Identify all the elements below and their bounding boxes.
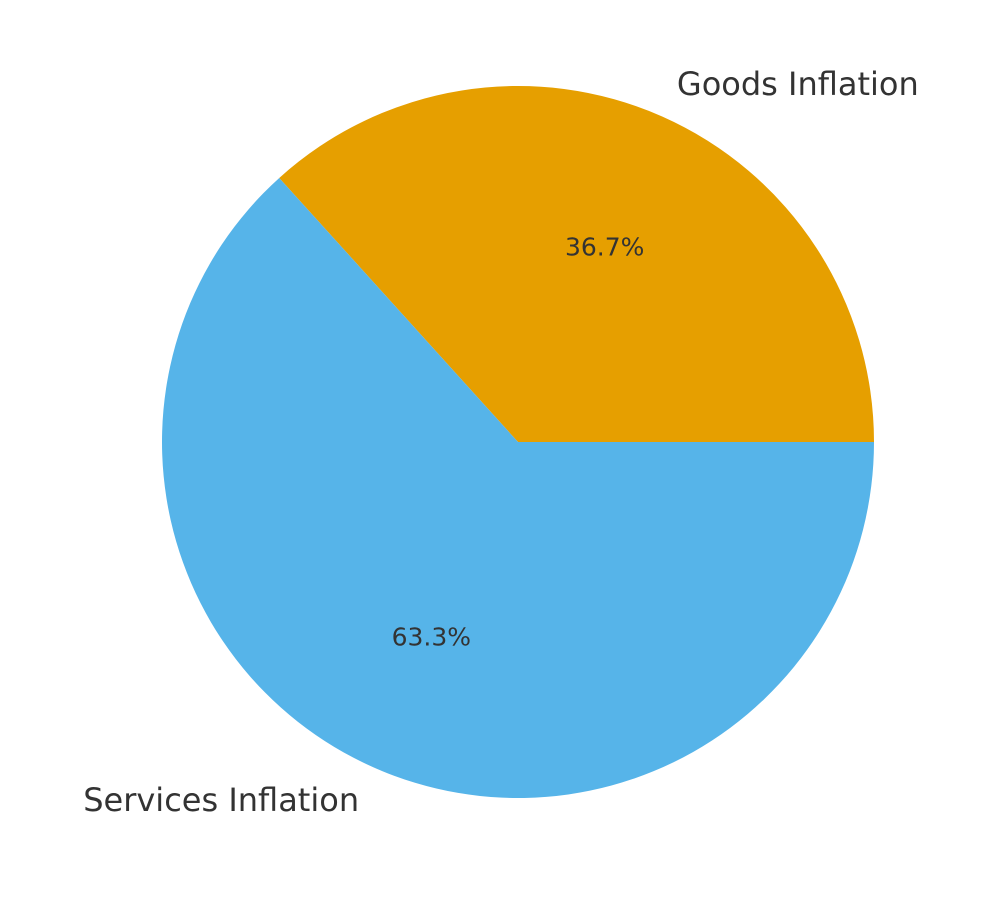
slice-percent-services-inflation: 63.3% — [392, 623, 471, 652]
pie-slice-services-inflation — [161, 177, 874, 799]
pie-labels: Goods Inflation 36.7% Services Inflation 63… — [83, 65, 919, 819]
pie-slice-goods-inflation — [279, 86, 874, 442]
slice-percent-goods-inflation: 36.7% — [565, 232, 644, 261]
slice-label-goods-inflation: Goods Inflation — [677, 65, 919, 103]
slice-label-services-inflation: Services Inflation — [83, 781, 359, 819]
pie-slices — [161, 86, 874, 799]
